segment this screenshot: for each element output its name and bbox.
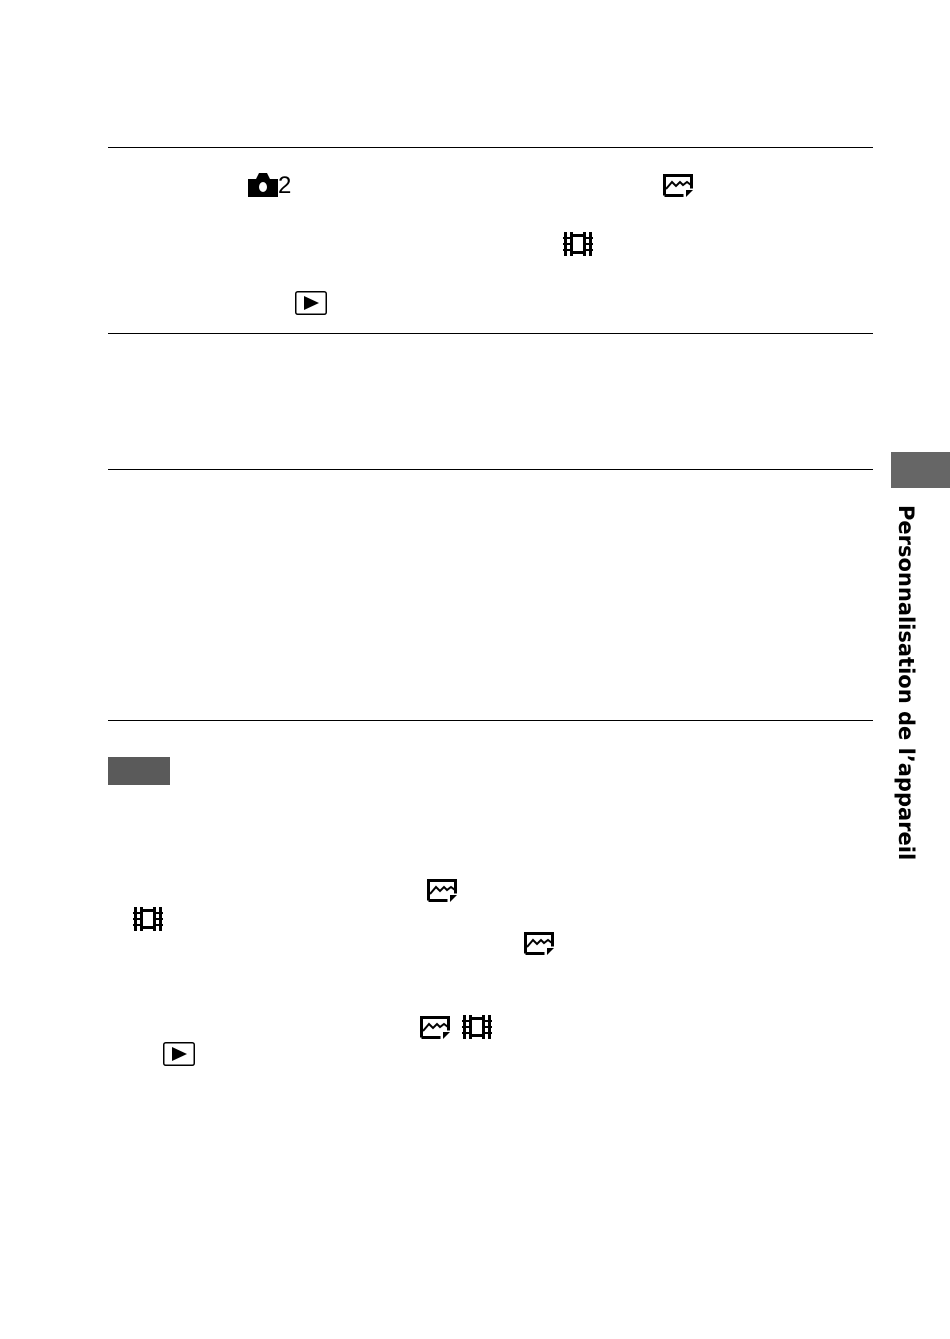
table-rule-top xyxy=(108,147,873,148)
section-tab xyxy=(891,452,950,488)
still-image-icon xyxy=(524,932,554,959)
table-rule-bottom xyxy=(108,720,873,721)
still-image-icon xyxy=(427,879,457,906)
camera-icon xyxy=(248,173,278,197)
shooting-menu-number: 2 xyxy=(278,172,292,199)
table-rule xyxy=(108,333,873,334)
movie-icon xyxy=(133,907,163,935)
section-title-text: Personnalisation de l’appareil xyxy=(894,505,918,861)
movie-icon xyxy=(563,232,593,260)
still-image-icon xyxy=(420,1016,450,1043)
movie-icon xyxy=(462,1015,492,1043)
table-rule xyxy=(108,469,873,470)
playback-icon xyxy=(163,1042,195,1070)
still-image-icon xyxy=(663,174,693,201)
section-title: Personnalisation de l’appareil xyxy=(891,505,921,860)
note-label xyxy=(108,757,170,785)
playback-icon xyxy=(295,291,327,319)
